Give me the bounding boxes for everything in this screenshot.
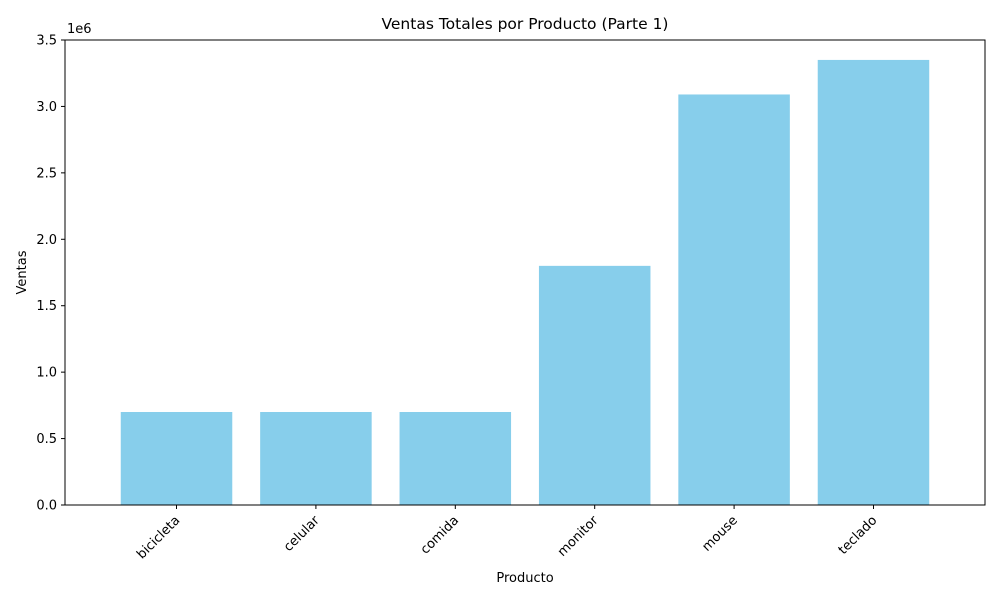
y-tick-label: 0.0: [36, 499, 57, 514]
x-tick-label: celular: [281, 513, 323, 555]
y-tick-label: 2.5: [36, 166, 57, 181]
y-axis-label: Ventas: [15, 250, 30, 294]
y-tick-label: 0.5: [36, 432, 57, 447]
y-axis-ticks: 0.0 0.5 1.0 1.5 2.0 2.5 3.0 3.5: [36, 34, 65, 514]
bars-layer: [120, 59, 930, 506]
bar-mouse: [678, 94, 790, 505]
bar-celular: [260, 412, 372, 505]
x-tick-label: comida: [418, 513, 462, 557]
x-tick-label: teclado: [836, 513, 881, 558]
y-tick-label: 3.0: [36, 100, 57, 115]
x-tick-label: mouse: [699, 513, 740, 554]
y-axis-offset-label: 1e6: [67, 22, 92, 37]
bar-bicicleta: [120, 412, 233, 505]
y-tick-label: 3.5: [36, 34, 57, 49]
bar-monitor: [538, 265, 651, 505]
plot-frame: [64, 39, 986, 506]
y-tick-label: 1.0: [36, 366, 57, 381]
x-tick-label: monitor: [555, 513, 602, 560]
y-tick-label: 2.0: [36, 233, 57, 248]
x-tick-label: bicicleta: [134, 513, 183, 562]
bar-teclado: [817, 59, 930, 506]
chart-title: Ventas Totales por Producto (Parte 1): [382, 15, 669, 33]
x-axis-label: Producto: [496, 571, 553, 586]
x-axis-ticks: bicicleta celular comida monitor mouse teclad…: [134, 505, 880, 562]
y-tick-label: 1.5: [36, 299, 57, 314]
bar-comida: [399, 412, 512, 505]
